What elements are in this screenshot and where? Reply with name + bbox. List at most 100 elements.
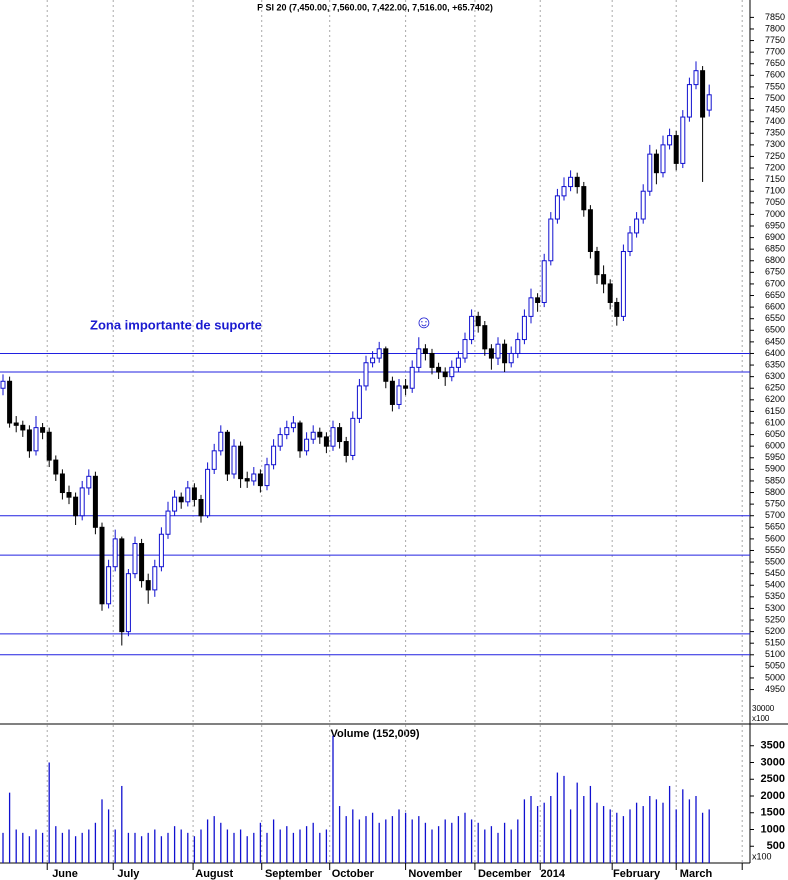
candle-body	[119, 538, 125, 633]
y-tick-label: 5900	[765, 464, 785, 474]
volume-tick-label: 2500	[761, 773, 785, 785]
y-tick-label: 7750	[765, 35, 785, 45]
candle-body	[495, 343, 501, 359]
candle-body	[165, 510, 171, 535]
annotation: Zona importante de suporte	[90, 317, 262, 332]
y-tick-label: 6650	[765, 290, 785, 300]
candle-body	[429, 352, 435, 368]
candle-body	[469, 315, 475, 341]
candle-body	[581, 186, 587, 211]
scale-label: 30000	[752, 704, 775, 713]
y-tick-label: 5850	[765, 475, 785, 485]
y-tick-label: 5700	[765, 510, 785, 520]
candle-body	[488, 348, 494, 359]
candle-body	[449, 366, 455, 378]
candle-body	[667, 135, 673, 146]
candle-body	[139, 543, 145, 582]
y-tick-label: 7850	[765, 12, 785, 22]
candle-body	[403, 385, 409, 389]
candle-body	[442, 371, 448, 378]
candle-body	[554, 195, 560, 220]
candle-body	[620, 250, 626, 317]
y-tick-label: 7700	[765, 47, 785, 57]
y-tick-label: 7650	[765, 58, 785, 68]
y-tick-label: 7600	[765, 70, 785, 80]
candle-body	[277, 434, 283, 447]
candle-body	[515, 339, 521, 354]
y-tick-label: 5750	[765, 499, 785, 509]
candle-body	[158, 533, 164, 568]
candle-body	[594, 250, 600, 276]
y-tick-label: 6350	[765, 359, 785, 369]
x-tick-label: September	[265, 868, 323, 880]
candle-body	[350, 417, 356, 456]
y-tick-label: 5250	[765, 614, 785, 624]
volume-title: Volume (152,009)	[330, 728, 419, 740]
y-tick-label: 6850	[765, 244, 785, 254]
candle-body	[251, 473, 257, 482]
candle-body	[574, 176, 580, 188]
candle-body	[693, 70, 699, 86]
candle-body	[132, 543, 138, 575]
y-tick-label: 5100	[765, 649, 785, 659]
candle-body	[323, 436, 329, 447]
candle-body	[257, 473, 263, 487]
y-tick-label: 5450	[765, 568, 785, 578]
candle-body	[607, 283, 613, 303]
candle-body	[680, 116, 686, 164]
candle-body	[178, 496, 184, 503]
volume-tick-label: 500	[767, 840, 785, 852]
x-tick-label: July	[117, 868, 140, 880]
y-tick-label: 5050	[765, 661, 785, 671]
candle-body	[370, 357, 376, 364]
y-tick-label: 7100	[765, 186, 785, 196]
volume-tick-label: 3000	[761, 756, 785, 768]
y-tick-label: 6300	[765, 371, 785, 381]
candle-body	[521, 315, 527, 341]
candle-body	[541, 260, 547, 303]
y-tick-label: 5800	[765, 487, 785, 497]
candle-body	[53, 459, 59, 475]
y-tick-label: 7450	[765, 104, 785, 114]
x-tick-label: 2014	[541, 868, 566, 880]
candle-body	[284, 427, 290, 436]
y-tick-label: 7500	[765, 93, 785, 103]
volume-unit: x100	[752, 851, 772, 861]
x-tick-label: December	[478, 868, 532, 880]
candle-body	[290, 422, 296, 429]
candle-body	[304, 438, 310, 452]
candle-body	[125, 573, 131, 633]
y-tick-label: 5350	[765, 591, 785, 601]
candle-body	[26, 429, 32, 452]
candle-body	[475, 315, 481, 327]
y-tick-label: 5600	[765, 533, 785, 543]
candle-body	[660, 144, 666, 174]
candle-body	[66, 492, 72, 498]
candle-body	[343, 441, 349, 456]
y-tick-label: 6950	[765, 220, 785, 230]
x-tick-label: October	[332, 868, 375, 880]
volume-tick-label: 2000	[761, 790, 785, 802]
y-tick-label: 6200	[765, 394, 785, 404]
y-tick-label: 5400	[765, 580, 785, 590]
volume-tick-label: 3500	[761, 740, 785, 752]
candle-body	[99, 526, 105, 605]
candle-body	[297, 422, 303, 452]
candle-body	[587, 209, 593, 252]
candle-body	[647, 153, 653, 192]
y-tick-label: 5200	[765, 626, 785, 636]
y-tick-label: 7350	[765, 128, 785, 138]
candle-body	[356, 385, 362, 419]
candle-body	[73, 496, 79, 517]
y-tick-label: 6550	[765, 313, 785, 323]
y-tick-label: 7550	[765, 81, 785, 91]
candle-body	[224, 431, 230, 475]
candle-body	[310, 431, 316, 440]
y-tick-label: 6800	[765, 255, 785, 265]
candle-body	[627, 232, 633, 252]
candle-body	[13, 422, 19, 426]
candle-body	[20, 424, 26, 431]
candle-body	[462, 339, 468, 359]
y-tick-label: 6150	[765, 406, 785, 416]
